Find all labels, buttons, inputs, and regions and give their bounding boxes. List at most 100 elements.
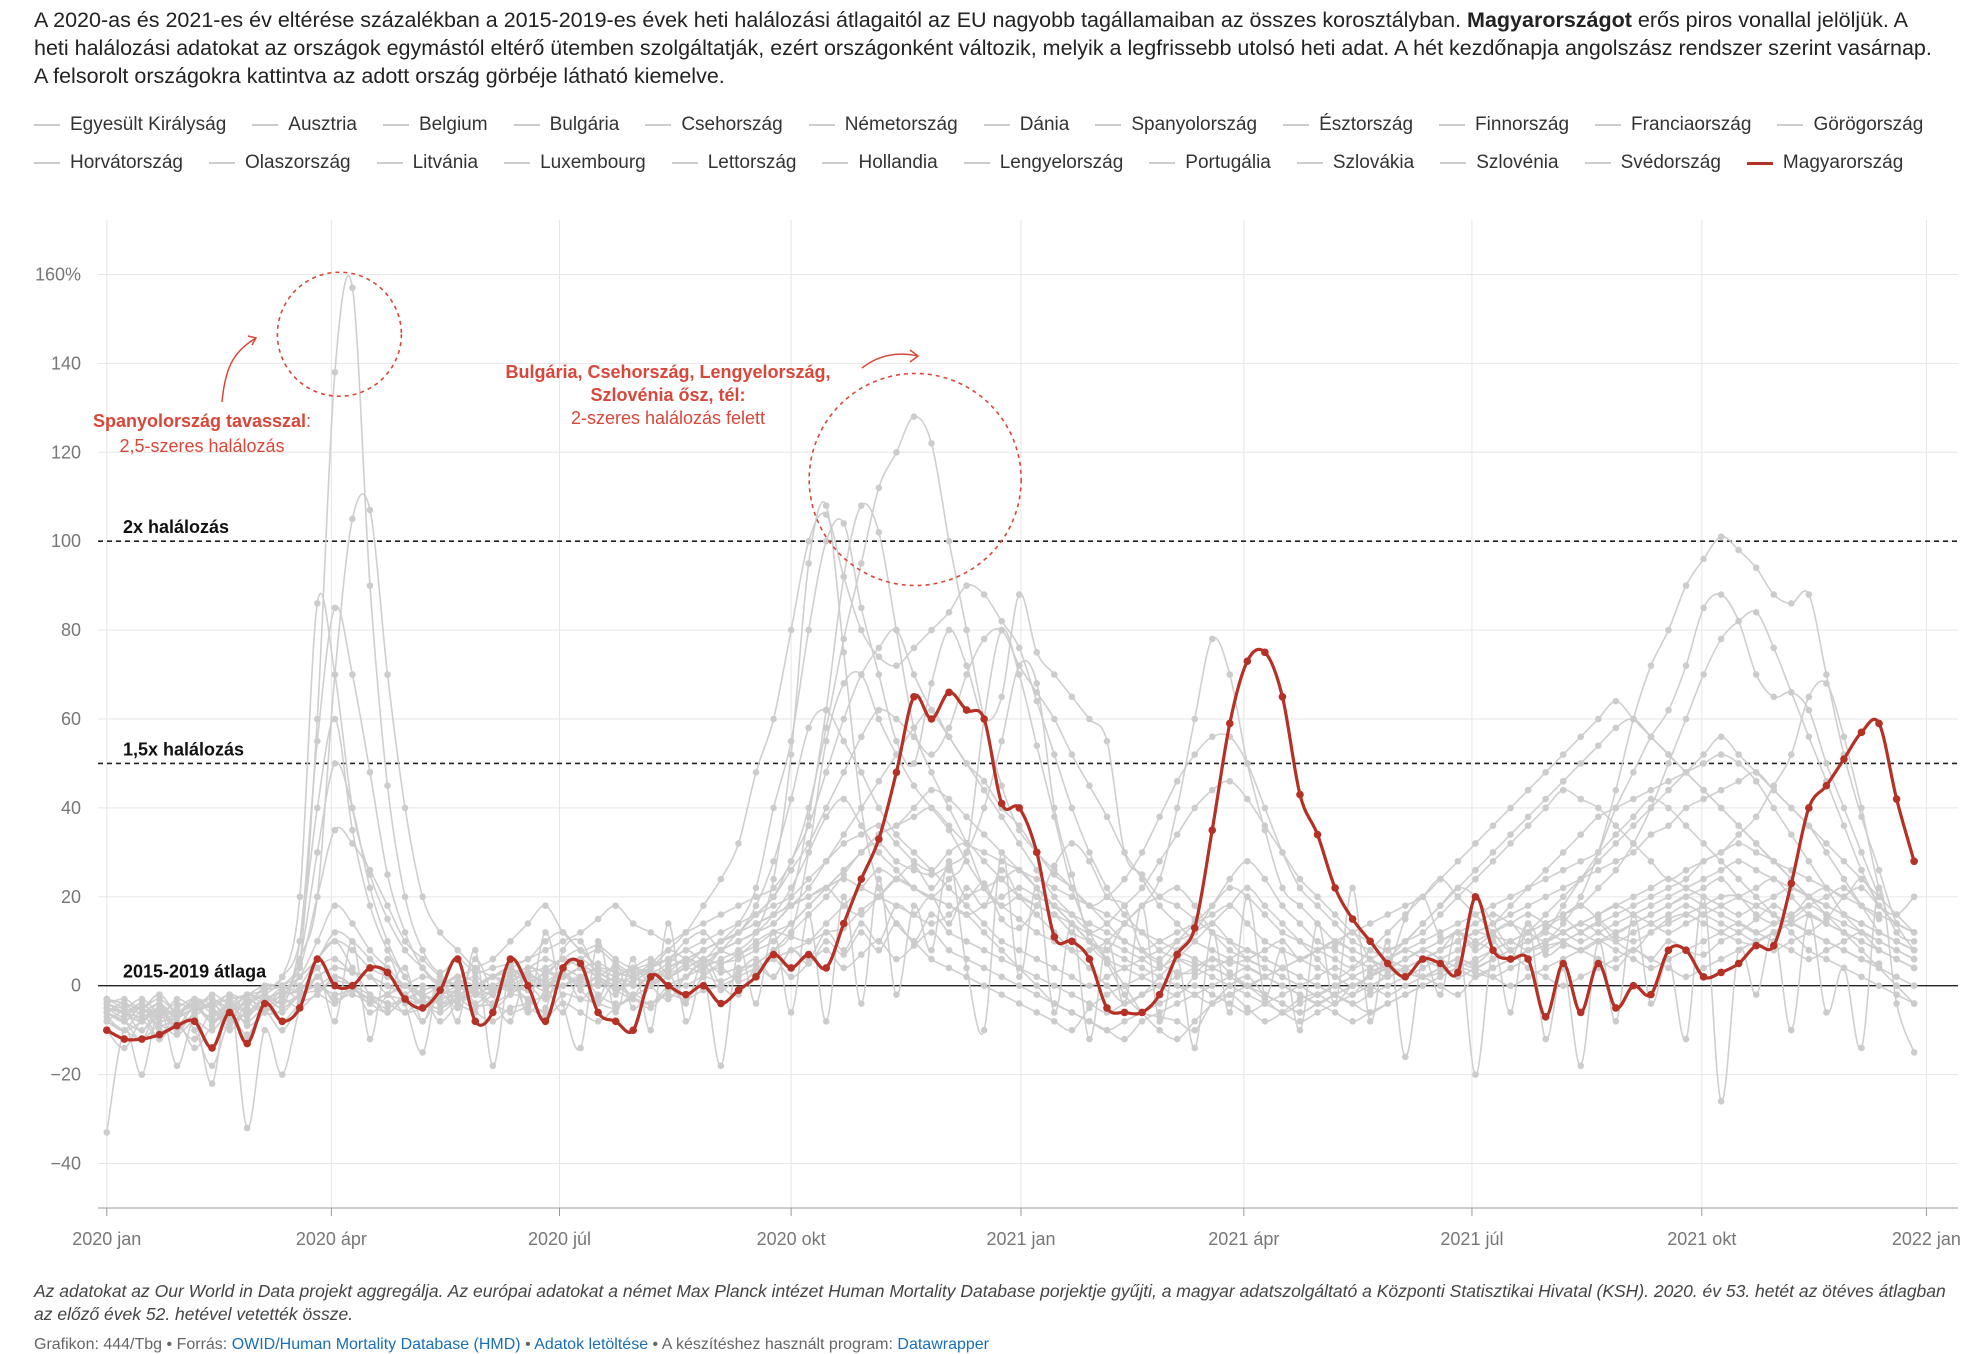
data-point (1507, 982, 1514, 990)
legend-item-svedorszag[interactable]: Svédország (1584, 152, 1721, 174)
data-point (1612, 857, 1620, 865)
data-point (1647, 662, 1655, 669)
data-point (822, 724, 830, 732)
data-point (822, 929, 830, 936)
legend-swatch (34, 124, 60, 126)
data-point (1279, 849, 1286, 856)
legend-item-ausztria[interactable]: Ausztria (252, 114, 357, 136)
data-point (1858, 973, 1865, 981)
data-point (1068, 804, 1076, 812)
highlight-data-point (383, 968, 392, 977)
data-point (1103, 929, 1111, 936)
data-point (1033, 955, 1041, 963)
legend-item-lengyelorszag[interactable]: Lengyelország (963, 152, 1123, 174)
legend-item-egyesult-kiralysag[interactable]: Egyesült Királyság (34, 114, 226, 136)
data-point (1261, 946, 1269, 954)
data-point (1647, 804, 1655, 812)
data-point (1594, 929, 1602, 936)
legend-item-litvania[interactable]: Litvánia (376, 152, 478, 174)
data-point (1823, 893, 1830, 901)
source-link[interactable]: OWID/Human Mortality Database (HMD) (231, 1336, 521, 1353)
legend-label: Spanyolország (1131, 114, 1258, 135)
data-point (1051, 866, 1058, 874)
highlight-data-point (997, 799, 1006, 808)
chart-description: A 2020-as és 2021-es év eltérése százalé… (34, 6, 1934, 90)
data-point (384, 937, 391, 945)
data-point (980, 635, 988, 643)
legend-item-finnorszag[interactable]: Finnország (1439, 114, 1569, 136)
legend-item-esztorszag[interactable]: Észtország (1283, 114, 1413, 136)
legend-swatch (252, 124, 279, 126)
legend-item-spanyolorszag[interactable]: Spanyolország (1095, 114, 1257, 136)
datawrapper-link[interactable]: Datawrapper (897, 1336, 989, 1353)
data-point (1033, 689, 1041, 696)
data-point (1700, 937, 1707, 945)
data-point (822, 937, 830, 945)
data-point (1156, 964, 1163, 972)
data-point (1208, 991, 1216, 998)
data-point (349, 284, 356, 292)
data-point (156, 1013, 163, 1021)
data-point (1121, 1000, 1128, 1007)
highlight-data-point (1594, 959, 1603, 968)
legend-item-belgium[interactable]: Belgium (382, 114, 488, 136)
legend-item-szlovakia[interactable]: Szlovákia (1296, 152, 1414, 174)
data-point (875, 866, 883, 874)
legend-item-portugalia[interactable]: Portugália (1149, 152, 1271, 174)
data-point (1033, 982, 1041, 990)
data-point (1314, 991, 1321, 998)
legend-item-franciaorszag[interactable]: Franciaország (1595, 114, 1751, 136)
legend-item-nemetorszag[interactable]: Németország (808, 114, 958, 136)
data-point (401, 973, 409, 981)
data-point (208, 1009, 216, 1016)
data-point (858, 822, 865, 829)
data-point (1121, 875, 1128, 883)
data-point (840, 866, 848, 874)
data-point (1226, 902, 1234, 910)
legend-item-magyarorszag[interactable]: Magyarország (1746, 152, 1903, 174)
legend-item-szlovenia[interactable]: Szlovénia (1440, 152, 1559, 174)
data-point (1208, 733, 1216, 741)
data-point (770, 804, 777, 812)
download-data-link[interactable]: Adatok letöltése (534, 1336, 649, 1353)
highlight-data-point (1419, 955, 1427, 963)
data-point (1173, 884, 1181, 892)
data-point (1823, 955, 1830, 963)
data-point (945, 724, 953, 732)
legend-item-lettorszag[interactable]: Lettország (671, 152, 796, 174)
data-point (682, 937, 690, 945)
data-point (314, 986, 321, 994)
data-point (1910, 893, 1918, 901)
highlight-data-point (594, 1008, 602, 1017)
data-point (1858, 929, 1865, 936)
legend-item-horvatorszag[interactable]: Horvátország (34, 152, 183, 174)
legend-item-hollandia[interactable]: Hollandia (822, 152, 938, 174)
data-point (1454, 884, 1462, 892)
data-point (1612, 946, 1620, 954)
legend-item-bulgaria[interactable]: Bulgária (513, 114, 619, 136)
highlight-data-point (1313, 830, 1322, 839)
highlight-data-point (1015, 804, 1024, 812)
data-point (682, 982, 690, 990)
highlight-data-point (1787, 879, 1796, 888)
data-point (998, 693, 1005, 701)
legend-item-gorogorszag[interactable]: Görögország (1777, 114, 1923, 136)
legend-label: Belgium (418, 114, 488, 135)
data-point (893, 831, 900, 838)
legend-item-csehorszag[interactable]: Csehország (645, 114, 783, 136)
data-point (910, 884, 918, 892)
data-point (700, 902, 707, 910)
series-line (106, 709, 1915, 1027)
data-point (384, 1000, 391, 1007)
data-point (1682, 911, 1690, 918)
legend-item-olaszorszag[interactable]: Olaszország (209, 152, 351, 174)
data-point (787, 751, 795, 758)
data-point (296, 973, 304, 981)
data-point (577, 995, 584, 1003)
legend-item-dania[interactable]: Dánia (983, 114, 1069, 136)
legend-item-luxembourg[interactable]: Luxembourg (504, 152, 646, 174)
data-point (1858, 937, 1865, 945)
data-point (1577, 733, 1585, 741)
data-point (191, 1035, 198, 1043)
data-point (542, 946, 549, 954)
